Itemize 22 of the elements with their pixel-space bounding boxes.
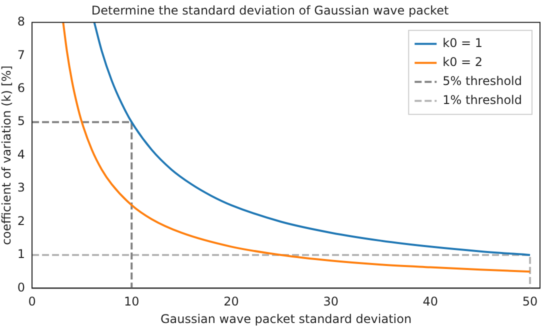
- x-tick-label: 10: [124, 294, 140, 309]
- x-tick-label: 0: [28, 294, 36, 309]
- legend-label: k0 = 1: [442, 36, 483, 50]
- y-tick-label: 7: [17, 48, 26, 62]
- y-tick-label: 8: [17, 14, 26, 29]
- y-tick-label: 1: [17, 247, 26, 262]
- x-tick-label: 50: [522, 294, 538, 309]
- x-tick-label: 30: [323, 294, 338, 309]
- y-tick-label: 4: [17, 147, 26, 162]
- legend-label: 5% threshold: [442, 74, 522, 88]
- y-tick-label: 0: [17, 280, 26, 294]
- y-tick-label: 6: [17, 80, 26, 95]
- y-tick-label: 2: [17, 214, 26, 228]
- chart-title: Determine the standard deviation of Gaussian wave packet: [91, 3, 449, 18]
- x-tick-label: 40: [422, 294, 438, 309]
- y-tick-label: 5: [17, 114, 26, 128]
- x-axis-title: Gaussian wave packet standard deviation: [160, 312, 412, 326]
- legend-label: 1% threshold: [442, 93, 522, 108]
- x-tick-label: 20: [224, 294, 239, 309]
- y-axis-title: coefficient of variation (k) [%]: [0, 66, 14, 246]
- legend-label: k0 = 2: [442, 55, 483, 70]
- y-tick-label: 3: [17, 180, 26, 195]
